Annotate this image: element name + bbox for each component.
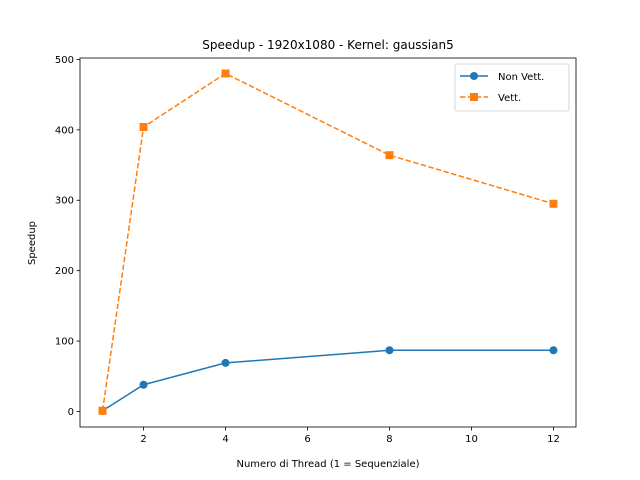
data-point	[385, 346, 394, 355]
chart-title: Speedup - 1920x1080 - Kernel: gaussian5	[202, 38, 454, 52]
y-tick-label: 500	[55, 55, 74, 66]
data-point	[385, 151, 394, 160]
data-point	[549, 199, 558, 208]
series-layer	[98, 69, 558, 415]
x-tick-label: 4	[222, 434, 228, 445]
y-axis: 0 100 200 300 400 500	[55, 55, 80, 418]
legend-label: Non Vett.	[498, 72, 544, 83]
legend-item: Vett.	[460, 93, 521, 104]
x-axis: 2 4 6 8 10 12	[140, 427, 560, 445]
data-point	[221, 358, 230, 367]
x-tick-label: 12	[547, 434, 560, 445]
y-tick-label: 300	[55, 196, 74, 207]
data-point	[549, 346, 558, 355]
y-tick-label: 400	[55, 125, 74, 136]
data-point	[139, 123, 148, 132]
legend-marker	[470, 93, 478, 101]
x-axis-label: Numero di Thread (1 = Sequenziale)	[236, 459, 419, 470]
x-tick-label: 6	[304, 434, 310, 445]
x-tick-label: 8	[386, 434, 392, 445]
y-tick-label: 200	[55, 266, 74, 277]
legend-label: Vett.	[498, 93, 521, 104]
series-vett	[98, 69, 558, 415]
y-tick-label: 0	[68, 407, 74, 418]
y-tick-label: 100	[55, 337, 74, 348]
data-point	[221, 69, 230, 78]
y-axis-label: Speedup	[27, 221, 38, 265]
x-tick-label: 2	[140, 434, 146, 445]
data-point	[139, 380, 148, 389]
legend: Non Vett. Vett.	[454, 63, 570, 112]
legend-item: Non Vett.	[460, 72, 544, 83]
plot-area	[79, 57, 577, 428]
legend-marker	[470, 72, 478, 80]
x-tick-label: 10	[465, 434, 478, 445]
data-point	[98, 406, 107, 415]
